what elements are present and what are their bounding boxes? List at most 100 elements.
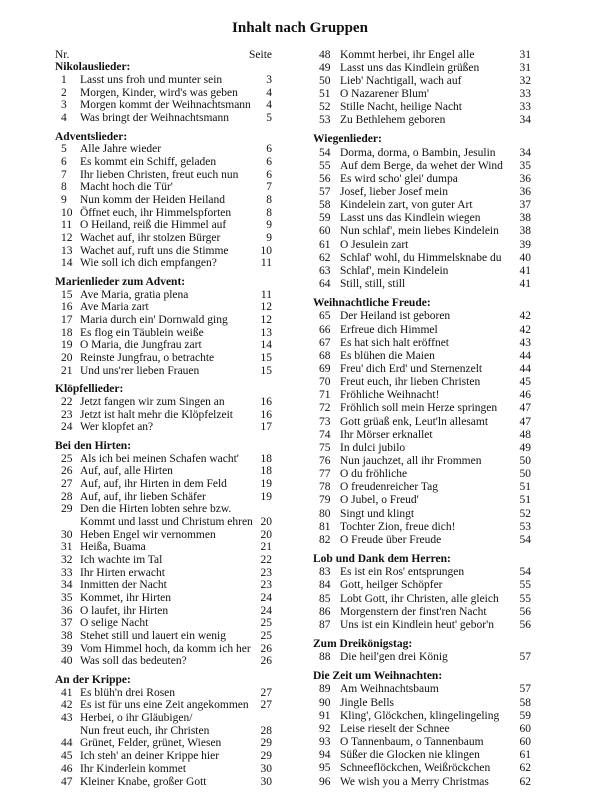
entry-page: 54	[519, 566, 532, 579]
entry-number: 61	[319, 238, 331, 251]
entry-page: 38	[519, 225, 532, 238]
entry-number: 42	[61, 699, 73, 712]
entry-number: 30	[61, 528, 73, 541]
entry-title: Ihr lieben Christen, freut euch nun	[80, 168, 239, 181]
entry-page: 30	[260, 775, 273, 788]
entry-title: Maria durch ein' Dornwald ging	[80, 313, 228, 326]
section-heading: Marienlieder zum Advent:	[55, 275, 186, 288]
entry-number: 81	[319, 520, 331, 533]
entry-page: 20	[260, 528, 273, 541]
entry-title: Fröhliche Weihnacht!	[340, 389, 440, 402]
entry-title: Schlaf' wohl, du Himmelsknabe du	[340, 251, 502, 264]
entry-page: 34	[519, 146, 532, 159]
entry-title: O laufet, ihr Hirten	[80, 604, 169, 617]
entry-page: 26	[260, 655, 273, 668]
entry-title: O freudenreicher Tag	[340, 481, 438, 494]
entry-title: Als ich bei meinen Schafen wacht'	[80, 452, 239, 465]
entry-title: Ihr Hirten erwacht	[80, 566, 165, 579]
section-heading: Lob und Dank dem Herren:	[313, 553, 451, 566]
entry-page: 24	[260, 604, 273, 617]
entry-number: 73	[319, 415, 331, 428]
entry-title: Nun freut euch, ihr Christen	[80, 724, 210, 737]
entry-number: 55	[319, 159, 331, 172]
entry-page: 24	[260, 592, 273, 605]
entry-title: Morgen, Kinder, wird's was geben	[80, 86, 238, 99]
entry-page: 54	[519, 533, 532, 546]
entry-number: 4	[61, 111, 67, 124]
entry-number: 96	[319, 775, 331, 788]
entry-title: Morgenstern der finst'ren Nacht	[340, 605, 487, 618]
section-heading: Wiegenlieder:	[313, 133, 382, 146]
entry-number: 10	[61, 206, 73, 219]
entry-number: 85	[319, 592, 331, 605]
entry-page: 6	[266, 168, 272, 181]
entry-title: Kling', Glöckchen, klingelingeling	[340, 709, 500, 722]
entry-page: 8	[266, 193, 272, 206]
entry-title: Nun jauchzet, all ihr Frommen	[340, 455, 482, 468]
entry-page: 11	[260, 257, 272, 270]
section-heading: Die Zeit um Weihnachten:	[313, 670, 443, 683]
column-header-page: Seite	[249, 48, 272, 61]
entry-page: 36	[519, 186, 532, 198]
entry-title: Uns ist ein Kindlein heut' gebor'n	[340, 618, 494, 631]
entry-title: Schneeflöckchen, Weißröckchen	[340, 762, 491, 775]
entry-page: 37	[519, 199, 532, 212]
entry-number: 24	[61, 421, 73, 434]
entry-title: Am Weihnachtsbaum	[340, 683, 439, 696]
entry-title: Wachet auf, ruft uns die Stimme	[80, 244, 229, 257]
entry-number: 13	[61, 244, 73, 257]
entry-page: 33	[519, 87, 532, 100]
entry-title: O Tannenbaum, o Tannenbaum	[340, 736, 484, 749]
entry-page: 57	[519, 651, 532, 664]
entry-title: Macht hoch die Tür'	[80, 181, 173, 194]
entry-page: 7	[266, 181, 272, 194]
entry-title: Jetzt ist halt mehr die Klöpfelzeit	[80, 408, 233, 421]
entry-title: Ihr Kinderlein kommet	[80, 762, 187, 775]
entry-title: Lasst uns froh und munter sein	[80, 73, 223, 86]
entry-page: 53	[519, 520, 532, 533]
entry-title: O Maria, die Jungfrau zart	[80, 339, 202, 352]
entry-number: 54	[319, 146, 331, 159]
entry-number: 75	[319, 441, 331, 454]
entry-title: Ave Maria, gratia plena	[80, 288, 189, 301]
entry-number: 72	[319, 402, 331, 415]
entry-page: 44	[519, 349, 532, 362]
entry-title: Auf, auf, ihr lieben Schäfer	[80, 490, 206, 503]
entry-number: 71	[319, 389, 331, 402]
entry-title: Wachet auf, ihr stolzen Bürger	[80, 231, 221, 244]
entry-page: 45	[519, 376, 532, 389]
entry-page: 58	[519, 696, 532, 709]
entry-number: 44	[61, 737, 73, 750]
entry-page: 61	[519, 749, 532, 762]
entry-page: 38	[519, 212, 532, 225]
entry-number: 51	[319, 87, 331, 100]
entry-title: O selige Nacht	[80, 617, 149, 630]
entry-title: Heißa, Buama	[80, 541, 146, 554]
entry-number: 93	[319, 736, 331, 749]
entry-title: Ihr Mörser erknallet	[340, 428, 433, 441]
entry-page: 4	[266, 99, 272, 112]
entry-number: 17	[61, 313, 73, 326]
entry-page: 62	[519, 775, 532, 788]
entry-title: Auf, auf, alle Hirten	[80, 465, 173, 478]
entry-number: 9	[61, 193, 67, 206]
entry-title: Den die Hirten lobten sehre bzw.	[80, 503, 232, 516]
entry-title: Lieb' Nachtigall, wach auf	[340, 74, 462, 87]
entry-page: 19	[260, 490, 273, 503]
entry-title: Süßer die Glocken nie klingen	[340, 749, 480, 762]
entry-number: 91	[319, 709, 331, 722]
entry-number: 67	[319, 336, 331, 349]
entry-page: 15	[260, 351, 273, 364]
entry-page: 16	[260, 408, 273, 421]
entry-title: Zu Bethlehem geboren	[340, 114, 446, 127]
entry-number: 29	[61, 503, 73, 516]
entry-page: 44	[519, 362, 532, 375]
entry-page: 11	[260, 288, 272, 301]
entry-number: 60	[319, 225, 331, 238]
section-heading: Klöpfellieder:	[55, 383, 124, 396]
entry-number: 18	[61, 326, 73, 339]
entry-title: Die heil'gen drei König	[340, 651, 448, 664]
entry-page: 62	[519, 762, 532, 775]
entry-title: Josef, lieber Josef mein	[340, 186, 448, 198]
entry-number: 84	[319, 579, 331, 592]
